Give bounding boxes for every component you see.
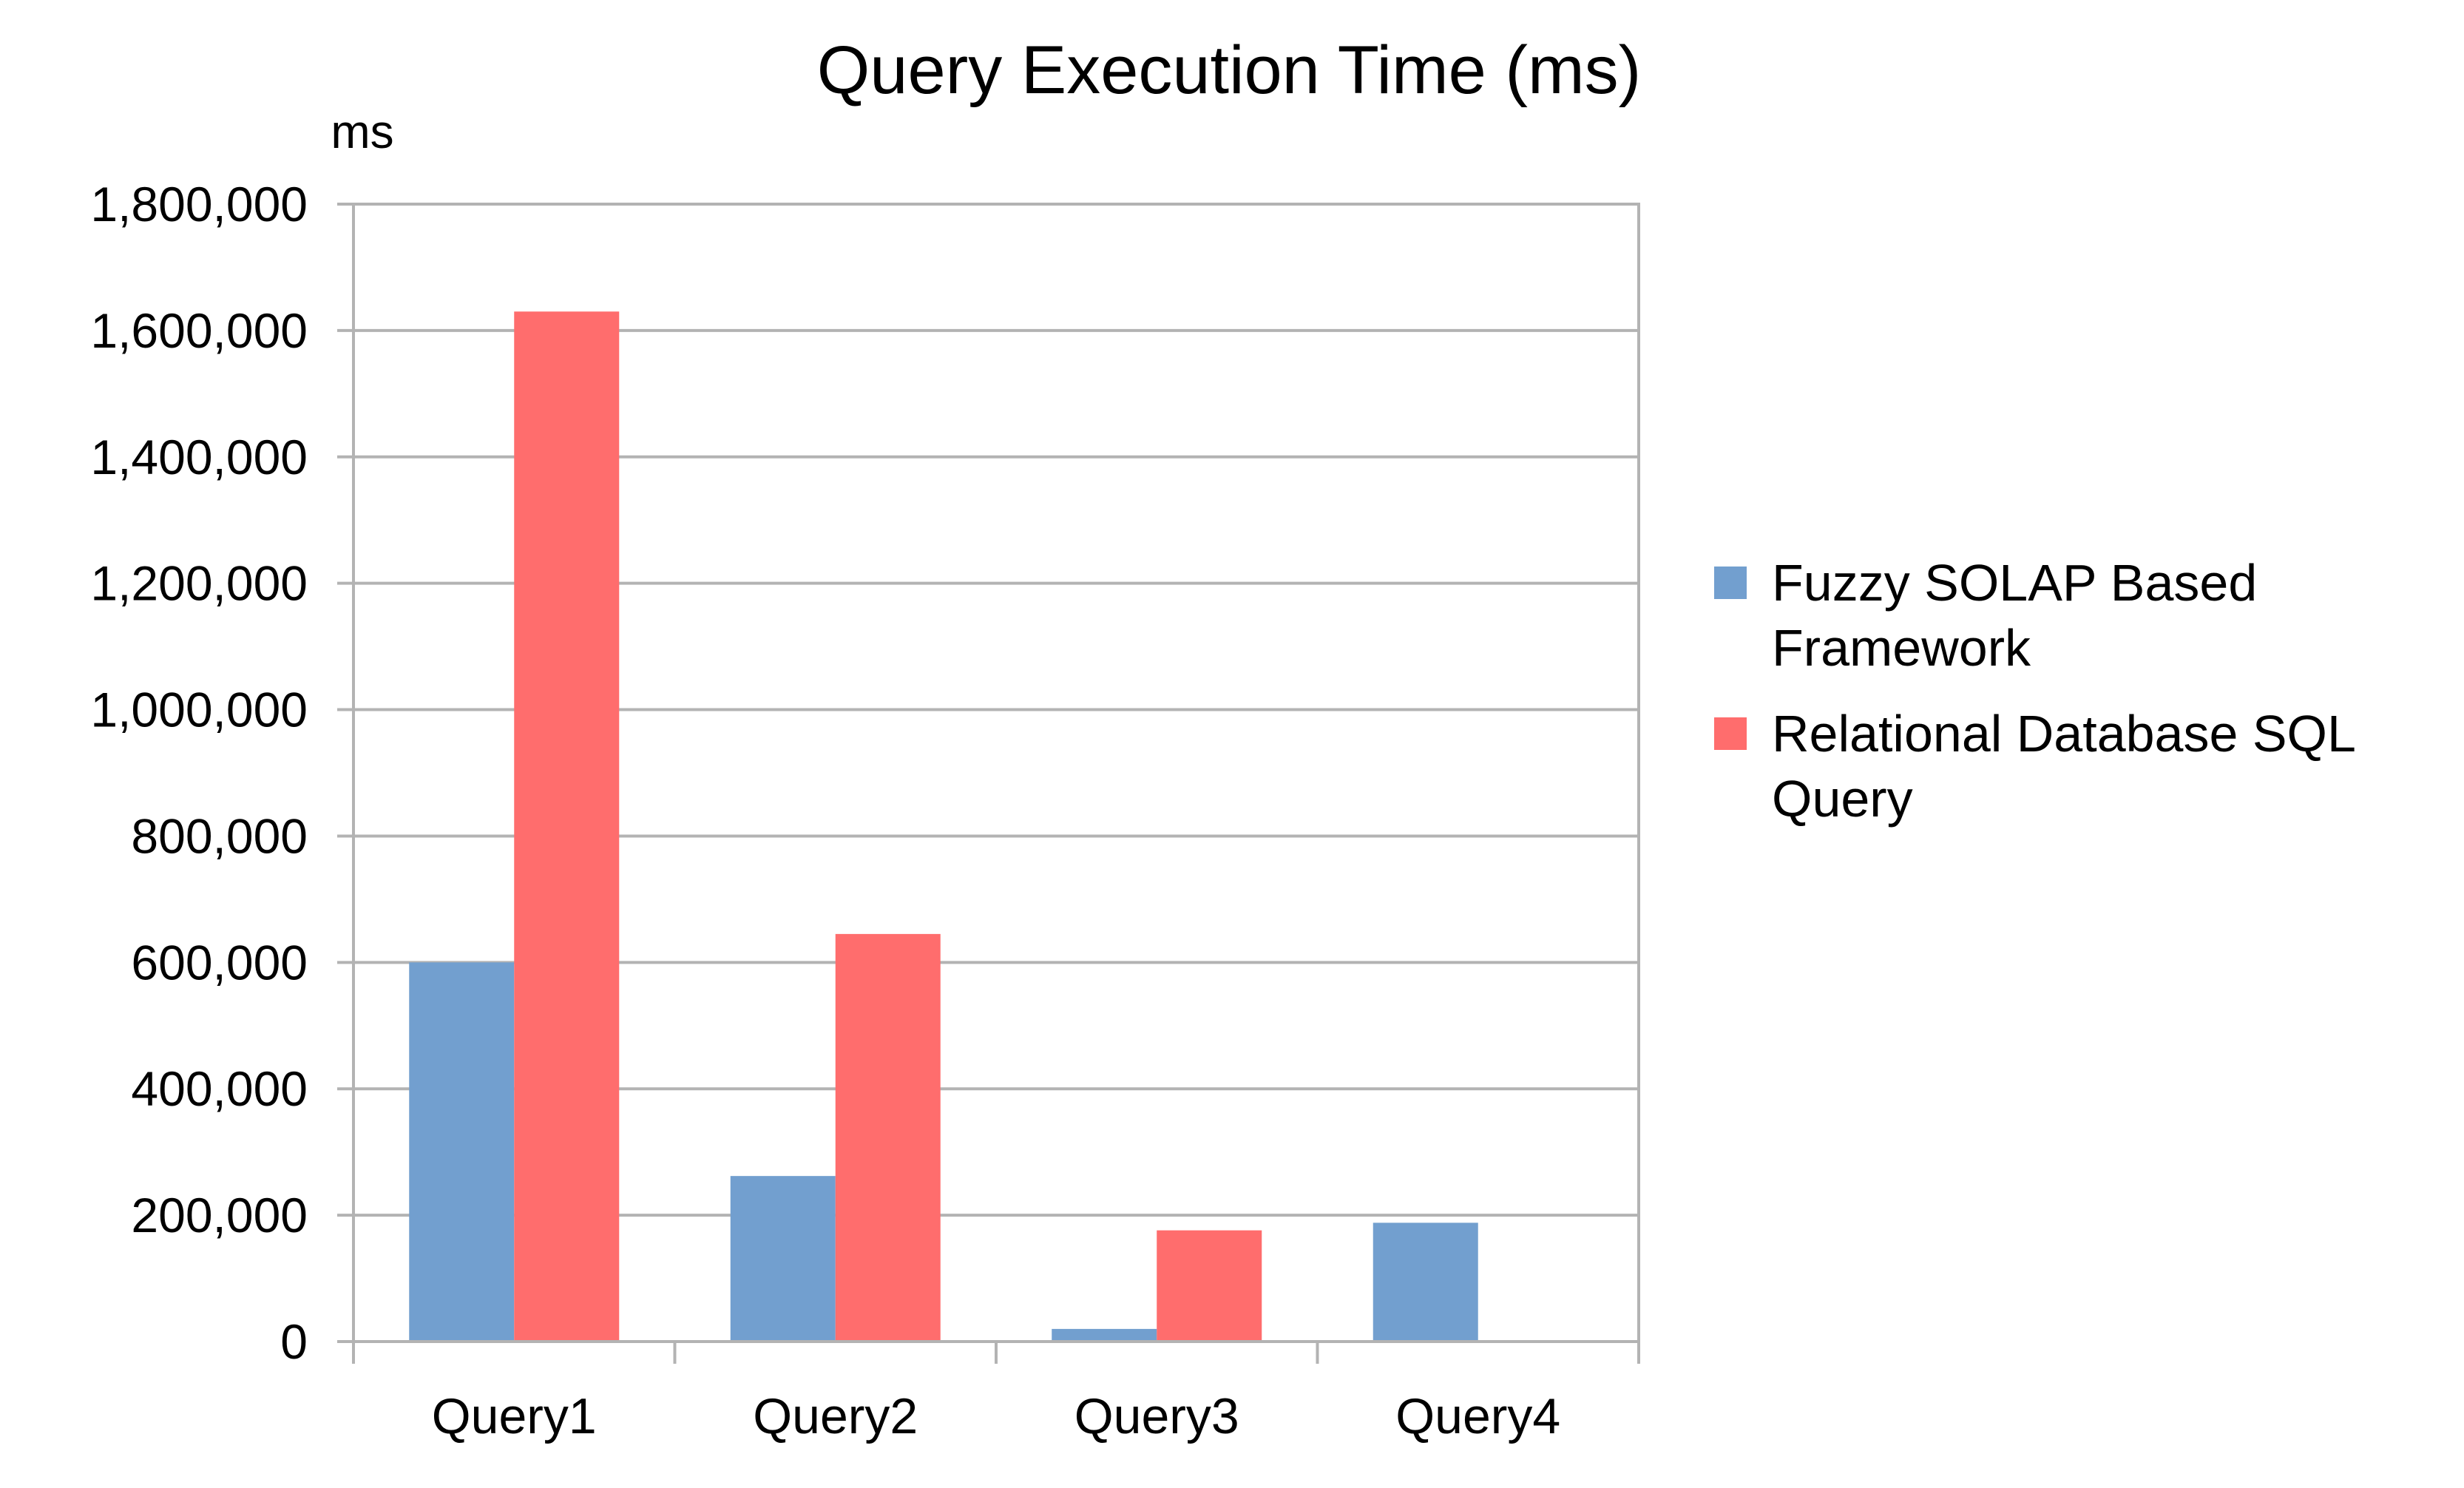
y-tick-label: 0 (280, 1314, 308, 1369)
legend-swatch (1714, 717, 1747, 750)
y-axis-ticks: 0 200,000 400,000 600,000 800,000 1,000,000 1,… (90, 177, 353, 1369)
y-tick-label: 400,000 (131, 1061, 308, 1116)
y-tick-label: 600,000 (131, 935, 308, 990)
bar (409, 962, 515, 1342)
bar (835, 933, 941, 1342)
bar (514, 311, 620, 1342)
chart-title: Query Execution Time (ms) (817, 33, 1642, 108)
y-tick-label: 1,400,000 (90, 430, 308, 484)
x-axis-ticks: Query1 Query2 Query3 Query4 (352, 1342, 1640, 1444)
y-tick-label: 1,600,000 (90, 303, 308, 358)
legend-swatch (1714, 567, 1747, 599)
legend-label-line: Relational Database SQL (1772, 705, 2356, 762)
legend-label-line: Fuzzy SOLAP Based (1772, 554, 2257, 612)
bar (1373, 1222, 1478, 1342)
y-tick-label: 1,000,000 (90, 683, 308, 737)
legend-label: Fuzzy SOLAP Based Framework (1772, 554, 2257, 677)
bar (730, 1176, 836, 1342)
x-tick-label: Query2 (753, 1388, 918, 1444)
x-tick-label: Query4 (1395, 1388, 1560, 1444)
x-tick-label: Query3 (1074, 1388, 1239, 1444)
y-tick-label: 1,200,000 (90, 556, 308, 611)
legend-label-line: Query (1772, 770, 1913, 828)
y-axis-unit-label: ms (331, 105, 393, 158)
legend-label-line: Framework (1772, 619, 2031, 677)
legend-label: Relational Database SQL Query (1772, 705, 2356, 828)
y-tick-label: 800,000 (131, 808, 308, 863)
y-tick-label: 200,000 (131, 1188, 308, 1242)
x-tick-label: Query1 (432, 1388, 597, 1444)
legend: Fuzzy SOLAP Based Framework Relational Dat… (1714, 554, 2356, 828)
bar (1052, 1328, 1157, 1342)
bar (1157, 1230, 1262, 1342)
y-tick-label: 1,800,000 (90, 177, 308, 231)
bars (409, 311, 1478, 1342)
